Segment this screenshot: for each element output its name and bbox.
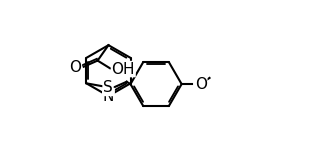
Text: S: S <box>103 80 113 95</box>
Text: O: O <box>69 60 81 75</box>
Text: OH: OH <box>111 62 135 77</box>
Text: O: O <box>195 77 207 92</box>
Text: N: N <box>103 88 114 104</box>
